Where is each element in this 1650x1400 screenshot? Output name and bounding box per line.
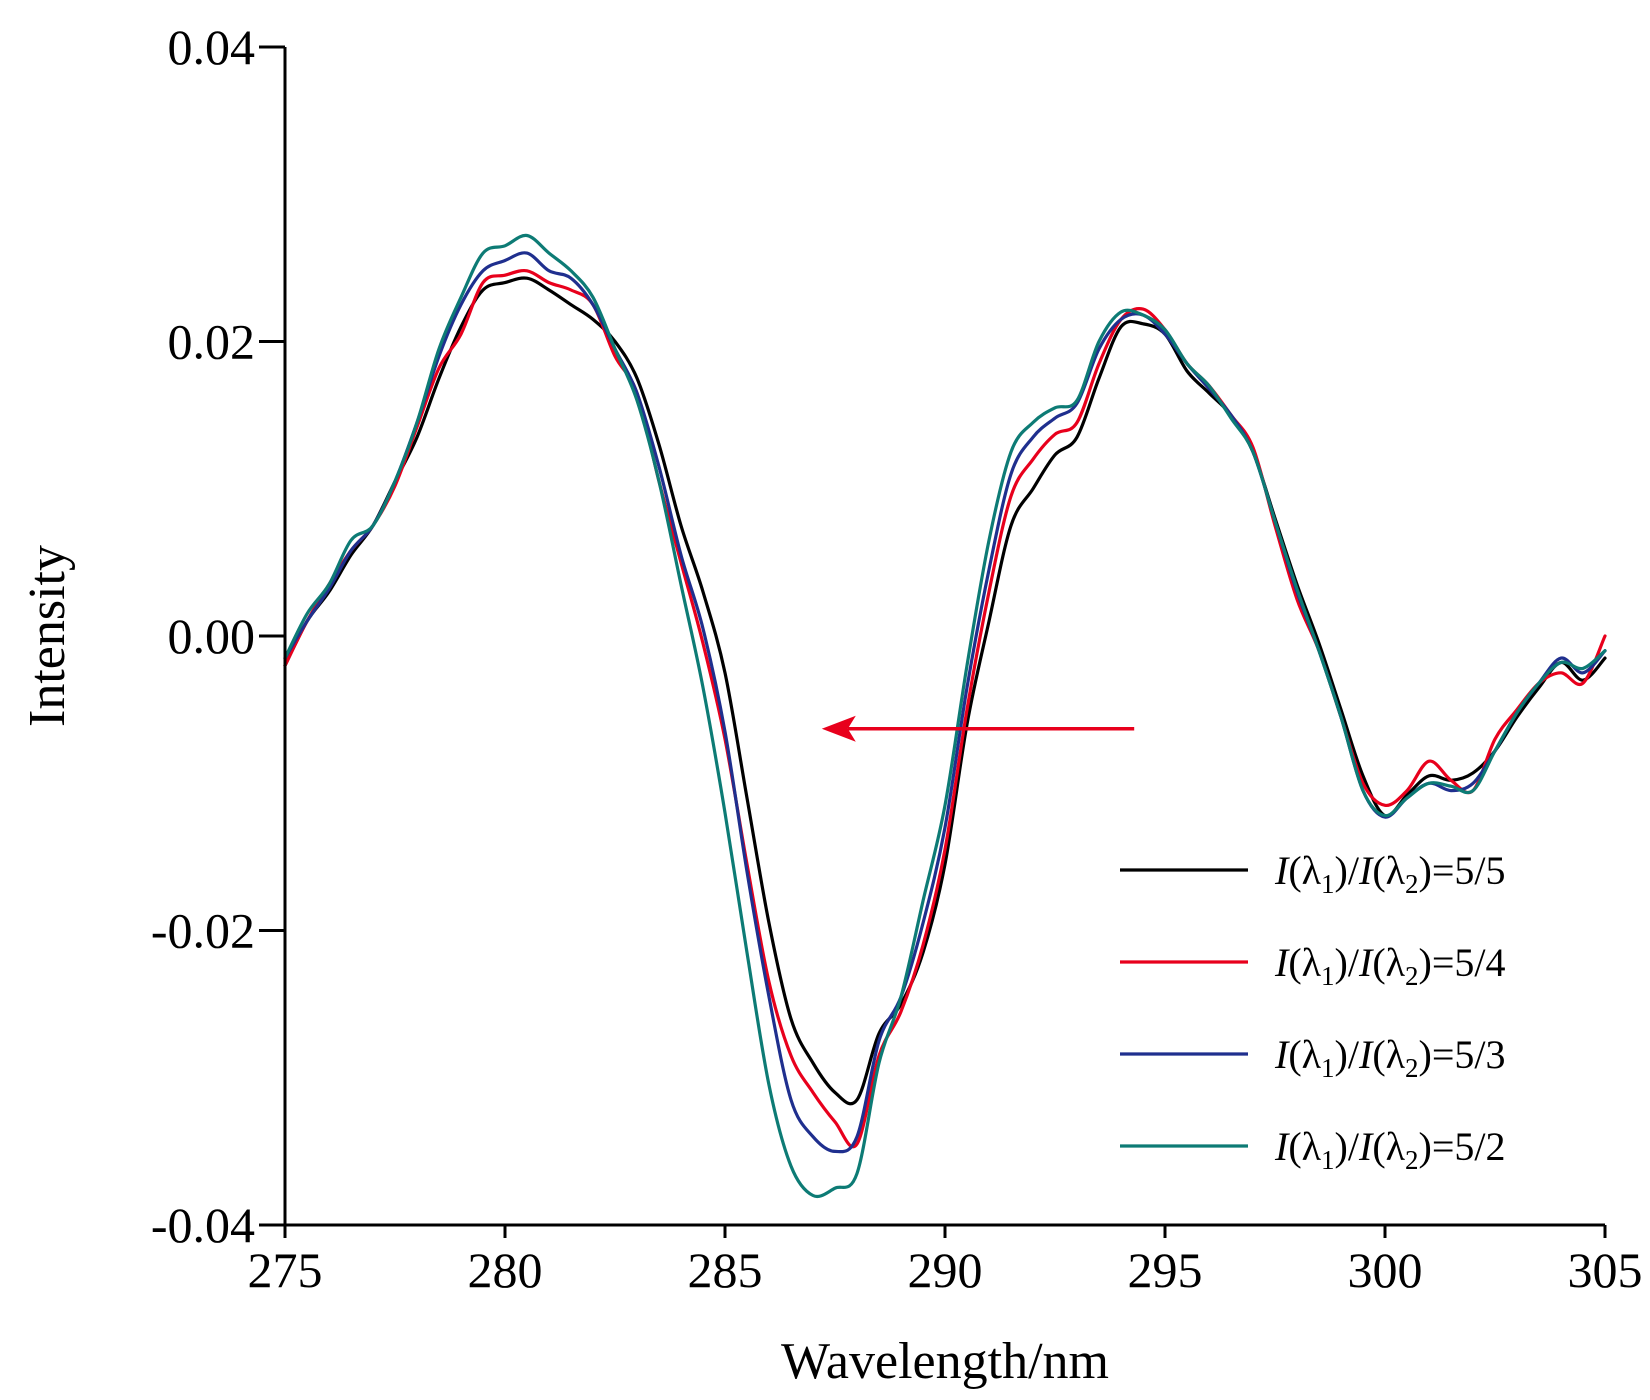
legend-label: I(λ1)/I(λ2)=5/2 xyxy=(1274,1124,1506,1175)
plot-lines xyxy=(283,233,1607,1199)
legend: I(λ1)/I(λ2)=5/5 I(λ1)/I(λ2)=5/4 I(λ1)/I(λ2… xyxy=(1120,848,1506,1175)
legend-label: I(λ1)/I(λ2)=5/3 xyxy=(1274,1032,1506,1083)
x-tick-label: 290 xyxy=(908,1242,983,1298)
series-line-4 xyxy=(283,233,1607,1199)
legend-item: I(λ1)/I(λ2)=5/2 xyxy=(1120,1124,1506,1175)
x-tick-label: 295 xyxy=(1128,1242,1203,1298)
legend-item: I(λ1)/I(λ2)=5/4 xyxy=(1120,940,1506,991)
arrow-head xyxy=(821,715,856,742)
x-tick-label: 305 xyxy=(1568,1242,1643,1298)
legend-item: I(λ1)/I(λ2)=5/3 xyxy=(1120,1032,1506,1083)
legend-item: I(λ1)/I(λ2)=5/5 xyxy=(1120,848,1506,899)
y-tick-label: 0.04 xyxy=(168,19,256,75)
series-line-3 xyxy=(283,251,1607,1154)
y-tick-label: -0.04 xyxy=(151,1197,255,1253)
ticks: 275 280 285 290 295 300 305 0.04 0.02 0.00 -0.02 -0… xyxy=(151,19,1643,1298)
y-axis-title: Intensity xyxy=(19,545,76,727)
x-axis-title: Wavelength/nm xyxy=(781,1333,1109,1390)
annotation-arrow xyxy=(821,715,1135,742)
y-tick-label: -0.02 xyxy=(151,903,255,959)
x-tick-label: 300 xyxy=(1348,1242,1423,1298)
y-tick-label: 0.02 xyxy=(168,314,256,370)
x-tick-label: 280 xyxy=(468,1242,543,1298)
x-tick-label: 275 xyxy=(248,1242,323,1298)
axes xyxy=(283,47,1605,1227)
series-line-2 xyxy=(283,268,1607,1149)
legend-label: I(λ1)/I(λ2)=5/5 xyxy=(1274,848,1506,899)
y-tick-label: 0.00 xyxy=(168,608,256,664)
legend-label: I(λ1)/I(λ2)=5/4 xyxy=(1274,940,1506,991)
x-tick-label: 285 xyxy=(688,1242,763,1298)
